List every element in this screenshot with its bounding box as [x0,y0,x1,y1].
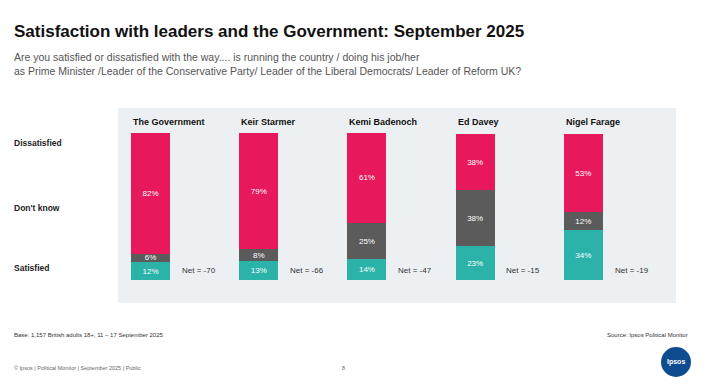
svg-text:25%: 25% [359,237,375,246]
svg-text:Net = -47: Net = -47 [398,266,432,275]
svg-text:Are you satisfied or dissatisf: Are you satisfied or dissatisfied with t… [14,51,521,77]
svg-text:Base: 1,157 British adults 18+: Base: 1,157 British adults 18+, 11 – 17 … [14,332,163,338]
svg-text:Net = -66: Net = -66 [290,266,324,275]
svg-text:The Government: The Government [133,117,205,127]
svg-text:23%: 23% [467,259,483,268]
svg-text:79%: 79% [251,187,267,196]
svg-text:Ed Davey: Ed Davey [458,117,499,127]
svg-text:Dissatisfied: Dissatisfied [14,138,62,148]
svg-text:61%: 61% [359,173,375,182]
svg-text:Kemi Badenoch: Kemi Badenoch [349,117,417,127]
svg-text:34%: 34% [575,251,591,260]
svg-text:Net = -19: Net = -19 [615,266,649,275]
svg-text:Satisfied: Satisfied [14,263,49,273]
svg-text:8%: 8% [253,251,265,260]
svg-text:Ipsos: Ipsos [667,358,685,366]
svg-text:6%: 6% [145,253,157,262]
svg-text:13%: 13% [251,266,267,275]
svg-text:82%: 82% [143,189,159,198]
svg-text:38%: 38% [467,214,483,223]
svg-text:Source: Ipsos Political Monito: Source: Ipsos Political Monitor [607,332,688,338]
svg-text:Nigel Farage: Nigel Farage [566,117,620,127]
svg-text:Keir Starmer: Keir Starmer [241,117,296,127]
svg-text:12%: 12% [575,217,591,226]
svg-text:Satisfaction with leaders and: Satisfaction with leaders and the Govern… [14,22,524,41]
svg-text:38%: 38% [467,158,483,167]
svg-text:Net = -70: Net = -70 [182,266,216,275]
svg-text:14%: 14% [359,265,375,274]
svg-text:Don't know: Don't know [14,203,60,213]
svg-text:12%: 12% [143,267,159,276]
svg-text:Net = -15: Net = -15 [506,266,540,275]
svg-text:© Ipsos | Political Monitor |: © Ipsos | Political Monitor | September … [14,365,141,371]
svg-text:53%: 53% [575,169,591,178]
svg-text:8: 8 [342,365,345,371]
